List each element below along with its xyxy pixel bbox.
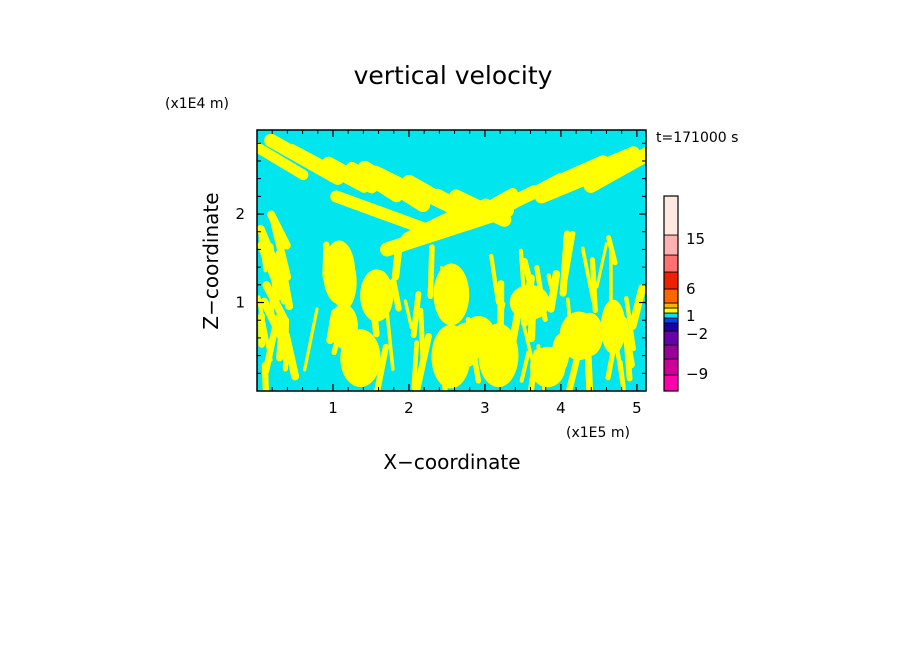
colorbar-swatch [663,271,679,290]
positive-region [552,333,570,372]
colorbar-swatch [663,344,679,360]
positive-region [606,235,618,266]
colorbar-tick-label: 6 [686,280,696,298]
x-tick-label: 5 [632,399,642,417]
colorbar-tick-label: 15 [686,230,705,248]
colorbar-tick-label: −9 [686,365,708,383]
positive-region [303,307,319,372]
positive-region [411,340,420,391]
positive-region [559,230,576,297]
positive-region [390,278,402,312]
colorbar-swatch [663,288,679,304]
x-tick-label: 1 [328,399,338,417]
colorbar-swatch [663,302,679,309]
positive-region [384,306,395,371]
time-label: t=171000 s [656,130,738,146]
positive-region [380,203,514,257]
x-axis: 1 2 3 4 5 [271,130,642,417]
colorbar-swatch [663,322,679,332]
x-axis-title: X−coordinate [383,450,520,474]
colorbar: 15 6 1−2 −9 [663,195,708,392]
colorbar-swatch [663,254,679,273]
colorbar-swatch [663,358,679,376]
positive-region [547,270,561,313]
colorbar-swatch [663,234,679,256]
positive-region [609,248,613,303]
positive-region [275,249,294,311]
positive-region [262,323,279,375]
y-axis: 12 [235,142,646,374]
colorbar-swatch [663,374,679,392]
positive-region [270,219,292,281]
colorbar-swatch [663,330,679,346]
positive-region [576,312,604,357]
positive-region [329,303,358,349]
positive-region [272,263,289,305]
positive-region [433,263,470,326]
colorbar-swatch [663,307,679,314]
y-unit-label: (x1E4 m) [165,96,229,112]
positive-region [391,240,403,281]
positive-region [628,284,646,330]
y-tick-label: 1 [235,294,245,312]
x-tick-label: 4 [556,399,566,417]
positive-region [413,332,432,391]
positive-region [257,295,273,362]
positive-region [595,242,608,289]
colorbar-tick-label: 1 [686,307,696,325]
positive-region [281,331,300,381]
colorbar-swatch [663,312,679,319]
positive-region [261,362,270,391]
positive-region [331,253,357,310]
positive-region [403,299,414,330]
plot-area [256,129,647,392]
positive-region [589,257,598,314]
positive-region [462,316,495,352]
chart-title: vertical velocity [354,61,553,90]
plot-frame [256,129,647,392]
y-axis-title: Z−coordinate [199,192,223,329]
colorbar-swatch [663,195,679,236]
field-contours [257,133,646,391]
positive-region [267,210,291,250]
x-tick-label: 3 [480,399,490,417]
positive-region [257,138,309,181]
positive-region [583,138,646,193]
positive-region [600,299,626,355]
x-tick-label: 2 [404,399,414,417]
positive-region [489,253,501,305]
positive-region [509,284,550,321]
positive-region [360,269,394,322]
positive-region [322,156,379,194]
positive-region [262,281,289,323]
positive-region [257,224,281,272]
colorbar-frame [663,195,679,392]
y-tick-label: 2 [235,205,245,223]
positive-region [580,246,596,303]
positive-region [370,343,389,391]
positive-region [519,350,531,383]
positive-region [566,146,640,185]
positive-region [410,291,422,339]
colorbar-swatch [663,317,679,324]
positive-region [330,190,444,240]
x-unit-label: (x1E5 m) [566,425,630,441]
positive-region [427,244,435,299]
colorbar-tick-label: −2 [686,325,708,343]
